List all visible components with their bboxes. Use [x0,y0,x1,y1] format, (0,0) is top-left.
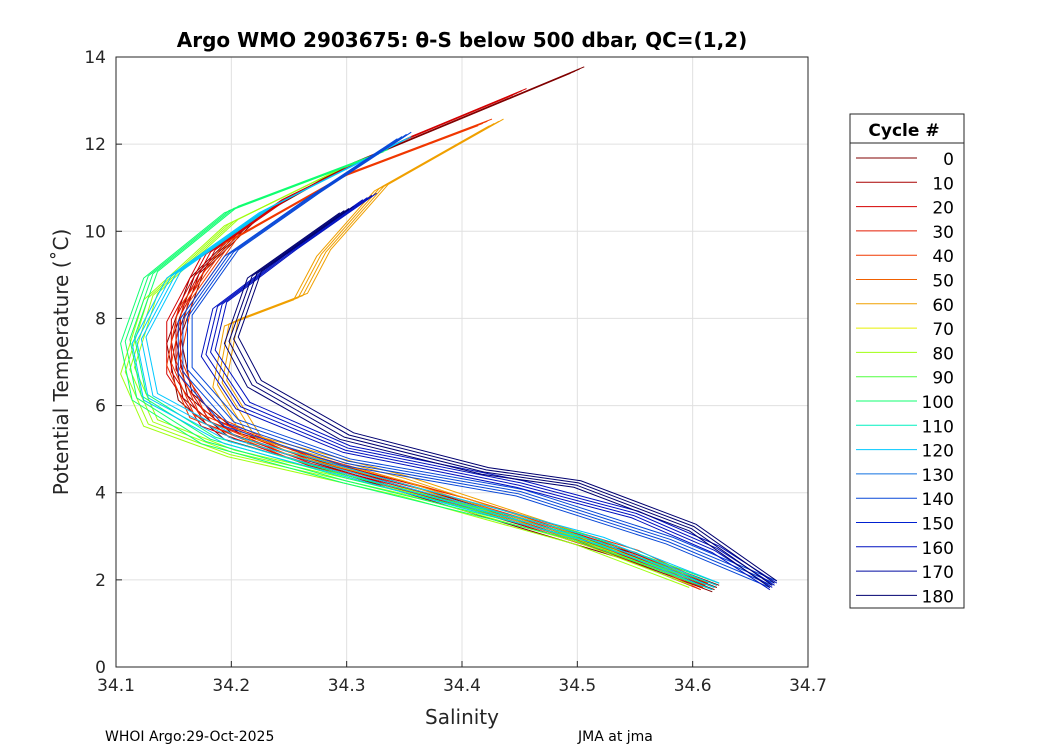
legend-label: 70 [932,320,954,340]
profile-line-cycle-160 [200,199,771,591]
legend-label: 160 [922,539,954,559]
profile-line-cycle-100 [133,149,720,584]
legend-label: 40 [932,247,954,267]
profile-line-cycle-100 [120,155,713,591]
footer-left: WHOI Argo:29-Oct-2025 [105,729,274,745]
legend-label: 140 [922,490,954,510]
y-tick-label: 6 [95,397,106,417]
profile-line-cycle-140 [187,133,775,584]
y-axis-label: Potential Temperature (˚C) [49,229,73,496]
legend-label: 130 [922,466,954,486]
legend-label: 50 [932,272,954,292]
profile-line-cycle-180 [237,205,778,582]
legend-label: 60 [932,296,954,316]
profile-line-cycle-180 [233,208,775,584]
legend-label: 150 [922,515,954,535]
y-tick-label: 10 [84,222,106,242]
x-axis-label: Salinity [425,705,499,729]
legend-box [849,113,965,609]
profile-line-cycle-40 [180,118,708,584]
profile-line-cycle-120 [136,140,715,588]
chart-title: Argo WMO 2903675: θ-S below 500 dbar, QC… [177,28,747,52]
profile-line-cycle-120 [140,138,718,586]
legend-label: 20 [932,199,954,219]
x-tick-label: 34.3 [328,676,366,696]
profile-line-cycle-100 [129,151,718,586]
legend: Cycle # 0 10 20 30 40 50 60 70 80 90 100 110 120 130 1… [849,113,965,609]
profile-line-cycle-180 [223,212,771,588]
legend-label: 100 [922,393,954,413]
profile-line-cycle-140 [191,131,778,582]
x-tick-label: 34.4 [443,676,481,696]
profile-line-cycle-60 [216,123,715,588]
y-tick-label: 8 [95,309,106,329]
profile-line-cycle-80 [120,168,690,588]
legend-label: 10 [932,174,954,194]
legend-label: 0 [943,150,954,170]
x-tick-label: 34.7 [789,676,827,696]
profile-line-cycle-120 [131,142,713,591]
y-tick-label: 0 [95,658,106,678]
legend-label: 80 [932,344,954,364]
y-tick-label: 4 [95,484,106,504]
profile-line-cycle-160 [210,194,775,586]
profile-line-cycle-140 [177,138,771,588]
legend-title: Cycle # [868,121,939,141]
profile-line-cycle-140 [182,136,773,586]
legend-label: 170 [922,563,954,583]
y-tick-label: 14 [84,48,106,68]
y-tick-label: 2 [95,571,106,591]
legend-label: 90 [932,369,954,389]
profile-line-cycle-60 [226,118,720,584]
profile-line-cycle-160 [205,197,773,588]
legend-label: 110 [922,417,954,437]
legend-label: 30 [932,223,954,243]
x-tick-label: 34.1 [97,676,135,696]
x-tick-label: 34.6 [674,676,712,696]
profile-line-cycle-180 [228,210,773,586]
profile-line-cycle-160 [214,192,778,584]
x-tick-label: 34.5 [558,676,596,696]
profile-line-cycle-120 [145,136,720,584]
x-tick-label: 34.2 [212,676,250,696]
legend-label: 120 [922,442,954,462]
profile-line-cycle-100 [124,153,715,588]
legend-label: 180 [922,587,954,607]
footer-right: JMA at jma [577,729,653,745]
y-tick-label: 12 [84,135,106,155]
profile-line-cycle-60 [221,120,718,586]
